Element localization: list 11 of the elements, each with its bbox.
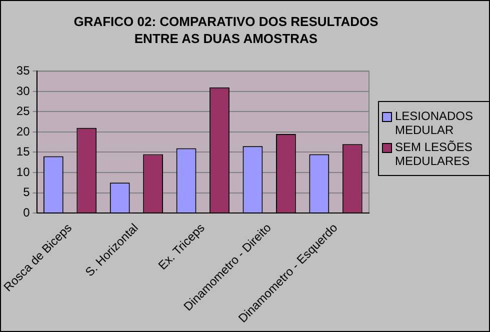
y-tick-label: 5 xyxy=(23,185,30,200)
y-tick-label: 10 xyxy=(16,164,30,179)
legend-label: LESIONADOS MEDULAR xyxy=(395,109,474,137)
chart-title: GRAFICO 02: COMPARATIVO DOS RESULTADOS ENTRE AS DUAS AMOSTRAS xyxy=(72,13,380,47)
y-tick-label: 35 xyxy=(16,64,30,78)
y-tick-label: 25 xyxy=(16,104,30,118)
y-tick-label: 15 xyxy=(16,144,30,159)
legend-label: SEM LESÕES MEDULARES xyxy=(395,140,474,168)
y-tick-label: 0 xyxy=(23,205,30,220)
y-tick-label: 30 xyxy=(16,84,30,98)
y-tick-label: 20 xyxy=(16,124,30,138)
